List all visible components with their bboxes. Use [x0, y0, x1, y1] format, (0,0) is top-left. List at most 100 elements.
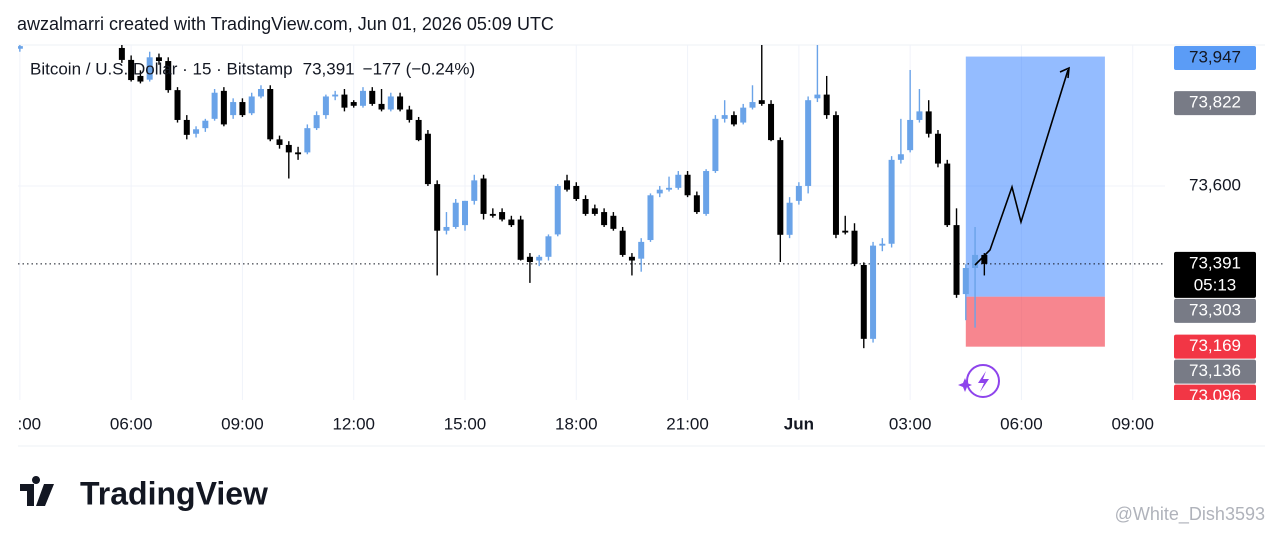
candle-body	[211, 92, 218, 119]
candle-body	[183, 119, 190, 135]
candle-body	[424, 133, 431, 185]
x-tick-label: 06:00	[1000, 414, 1043, 433]
candle-body	[842, 230, 849, 233]
candle-body	[257, 89, 264, 97]
candle-body	[397, 96, 404, 110]
candle-body	[786, 202, 793, 235]
candle-body	[656, 189, 663, 194]
candle-body	[499, 212, 506, 220]
candle-body	[220, 90, 227, 125]
candle-body	[202, 120, 209, 129]
candle-body	[387, 96, 394, 110]
logo-text: TradingView	[80, 475, 268, 511]
candle-body	[146, 57, 153, 80]
candle-body	[536, 256, 543, 261]
candle-body	[415, 119, 422, 141]
x-tick-label: 09:00	[1111, 414, 1154, 433]
candle-body	[434, 184, 441, 231]
candle-body	[619, 230, 626, 255]
price-tag-box	[1174, 359, 1256, 384]
candle-body	[805, 100, 812, 186]
candle-body	[916, 111, 923, 120]
candle-body	[832, 115, 839, 235]
candle-body	[341, 94, 348, 108]
x-tick-label: 12:00	[332, 414, 375, 433]
candle-body	[471, 180, 478, 201]
candle-body	[462, 200, 469, 226]
x-tick-label: 21:00	[666, 414, 709, 433]
candle-body	[295, 152, 302, 155]
x-tick-label: Jun	[784, 414, 814, 433]
candle-body	[18, 46, 23, 49]
price-tag-box	[1174, 91, 1256, 116]
candle-body	[378, 103, 385, 110]
position-tool	[965, 56, 1105, 347]
candle-body	[897, 154, 904, 160]
candle-body	[879, 243, 886, 246]
candle-body	[526, 256, 533, 263]
candle-body	[193, 129, 200, 134]
candle-body	[730, 115, 737, 125]
price-tag: 73,169	[1174, 334, 1256, 359]
candle-body	[675, 174, 682, 188]
candle-body	[332, 94, 339, 97]
price-change: −177 (−0.24%)	[363, 59, 475, 78]
candle-body	[758, 100, 765, 104]
y-axis: 73,600	[1189, 175, 1241, 194]
candle-body	[777, 140, 784, 235]
candle-body	[962, 267, 969, 295]
candle-body	[128, 59, 135, 81]
candle-body	[137, 75, 144, 82]
candle-body	[693, 195, 700, 213]
price-tag-label: 73,822	[1189, 93, 1241, 112]
x-tick-label: 03:00	[889, 414, 932, 433]
lightning-icon	[958, 364, 1000, 398]
price-tag-box	[1174, 384, 1256, 400]
x-tick-label: 09:00	[221, 414, 264, 433]
candle-body	[443, 226, 450, 231]
candle-body	[814, 94, 821, 99]
candle-body	[406, 109, 413, 120]
candle-body	[647, 195, 654, 241]
candle-body	[285, 144, 292, 153]
y-tick-label: 73,600	[1189, 175, 1241, 194]
candle-body	[174, 90, 181, 120]
price-tag: 73,947	[1174, 46, 1256, 70]
price-tag-label: 73,096	[1189, 386, 1241, 405]
candle-body	[684, 174, 691, 196]
candle-body	[721, 115, 728, 119]
candle-body	[934, 133, 941, 164]
bar-countdown: 05:13	[1194, 275, 1237, 294]
candle-body	[517, 219, 524, 260]
candle-body	[369, 90, 376, 104]
candle-body	[267, 89, 274, 140]
candle-body	[304, 128, 311, 153]
candle-body	[155, 57, 162, 62]
candle-body	[239, 102, 246, 116]
candle-body	[666, 187, 673, 190]
candle-body	[573, 185, 580, 200]
candle-body	[591, 208, 598, 214]
candle-body	[712, 118, 719, 172]
candle-body	[638, 241, 645, 259]
candle-body	[601, 212, 608, 226]
candle-body	[944, 163, 951, 226]
watermark: @White_Dish3593	[1115, 504, 1265, 525]
x-axis: 03:00 06:00 09:00 12:00 15:00 18:00 21:00 Jun 03…	[18, 414, 1154, 433]
candle-body	[795, 185, 802, 201]
candle-body	[582, 199, 589, 214]
candle-body	[628, 256, 635, 261]
price-tags: 73,947 73,822 73,391 05:13 73,303 73,169 73,13…	[1174, 46, 1256, 405]
candle-body	[870, 245, 877, 339]
candle-body	[768, 103, 775, 141]
legend: Bitcoin / U.S. Dollar · 15 · Bitstamp 73…	[30, 59, 475, 78]
candle-body	[452, 202, 459, 227]
price-tag-box	[1174, 298, 1256, 323]
candle-body	[165, 61, 172, 91]
x-tick-label: 15:00	[444, 414, 487, 433]
symbol-title: Bitcoin / U.S. Dollar · 15 · Bitstamp	[30, 59, 293, 78]
price-tag: 73,303	[1174, 298, 1256, 323]
candle-body	[749, 102, 756, 108]
price-tag: 73,136	[1174, 359, 1256, 384]
candle-body	[276, 139, 283, 145]
